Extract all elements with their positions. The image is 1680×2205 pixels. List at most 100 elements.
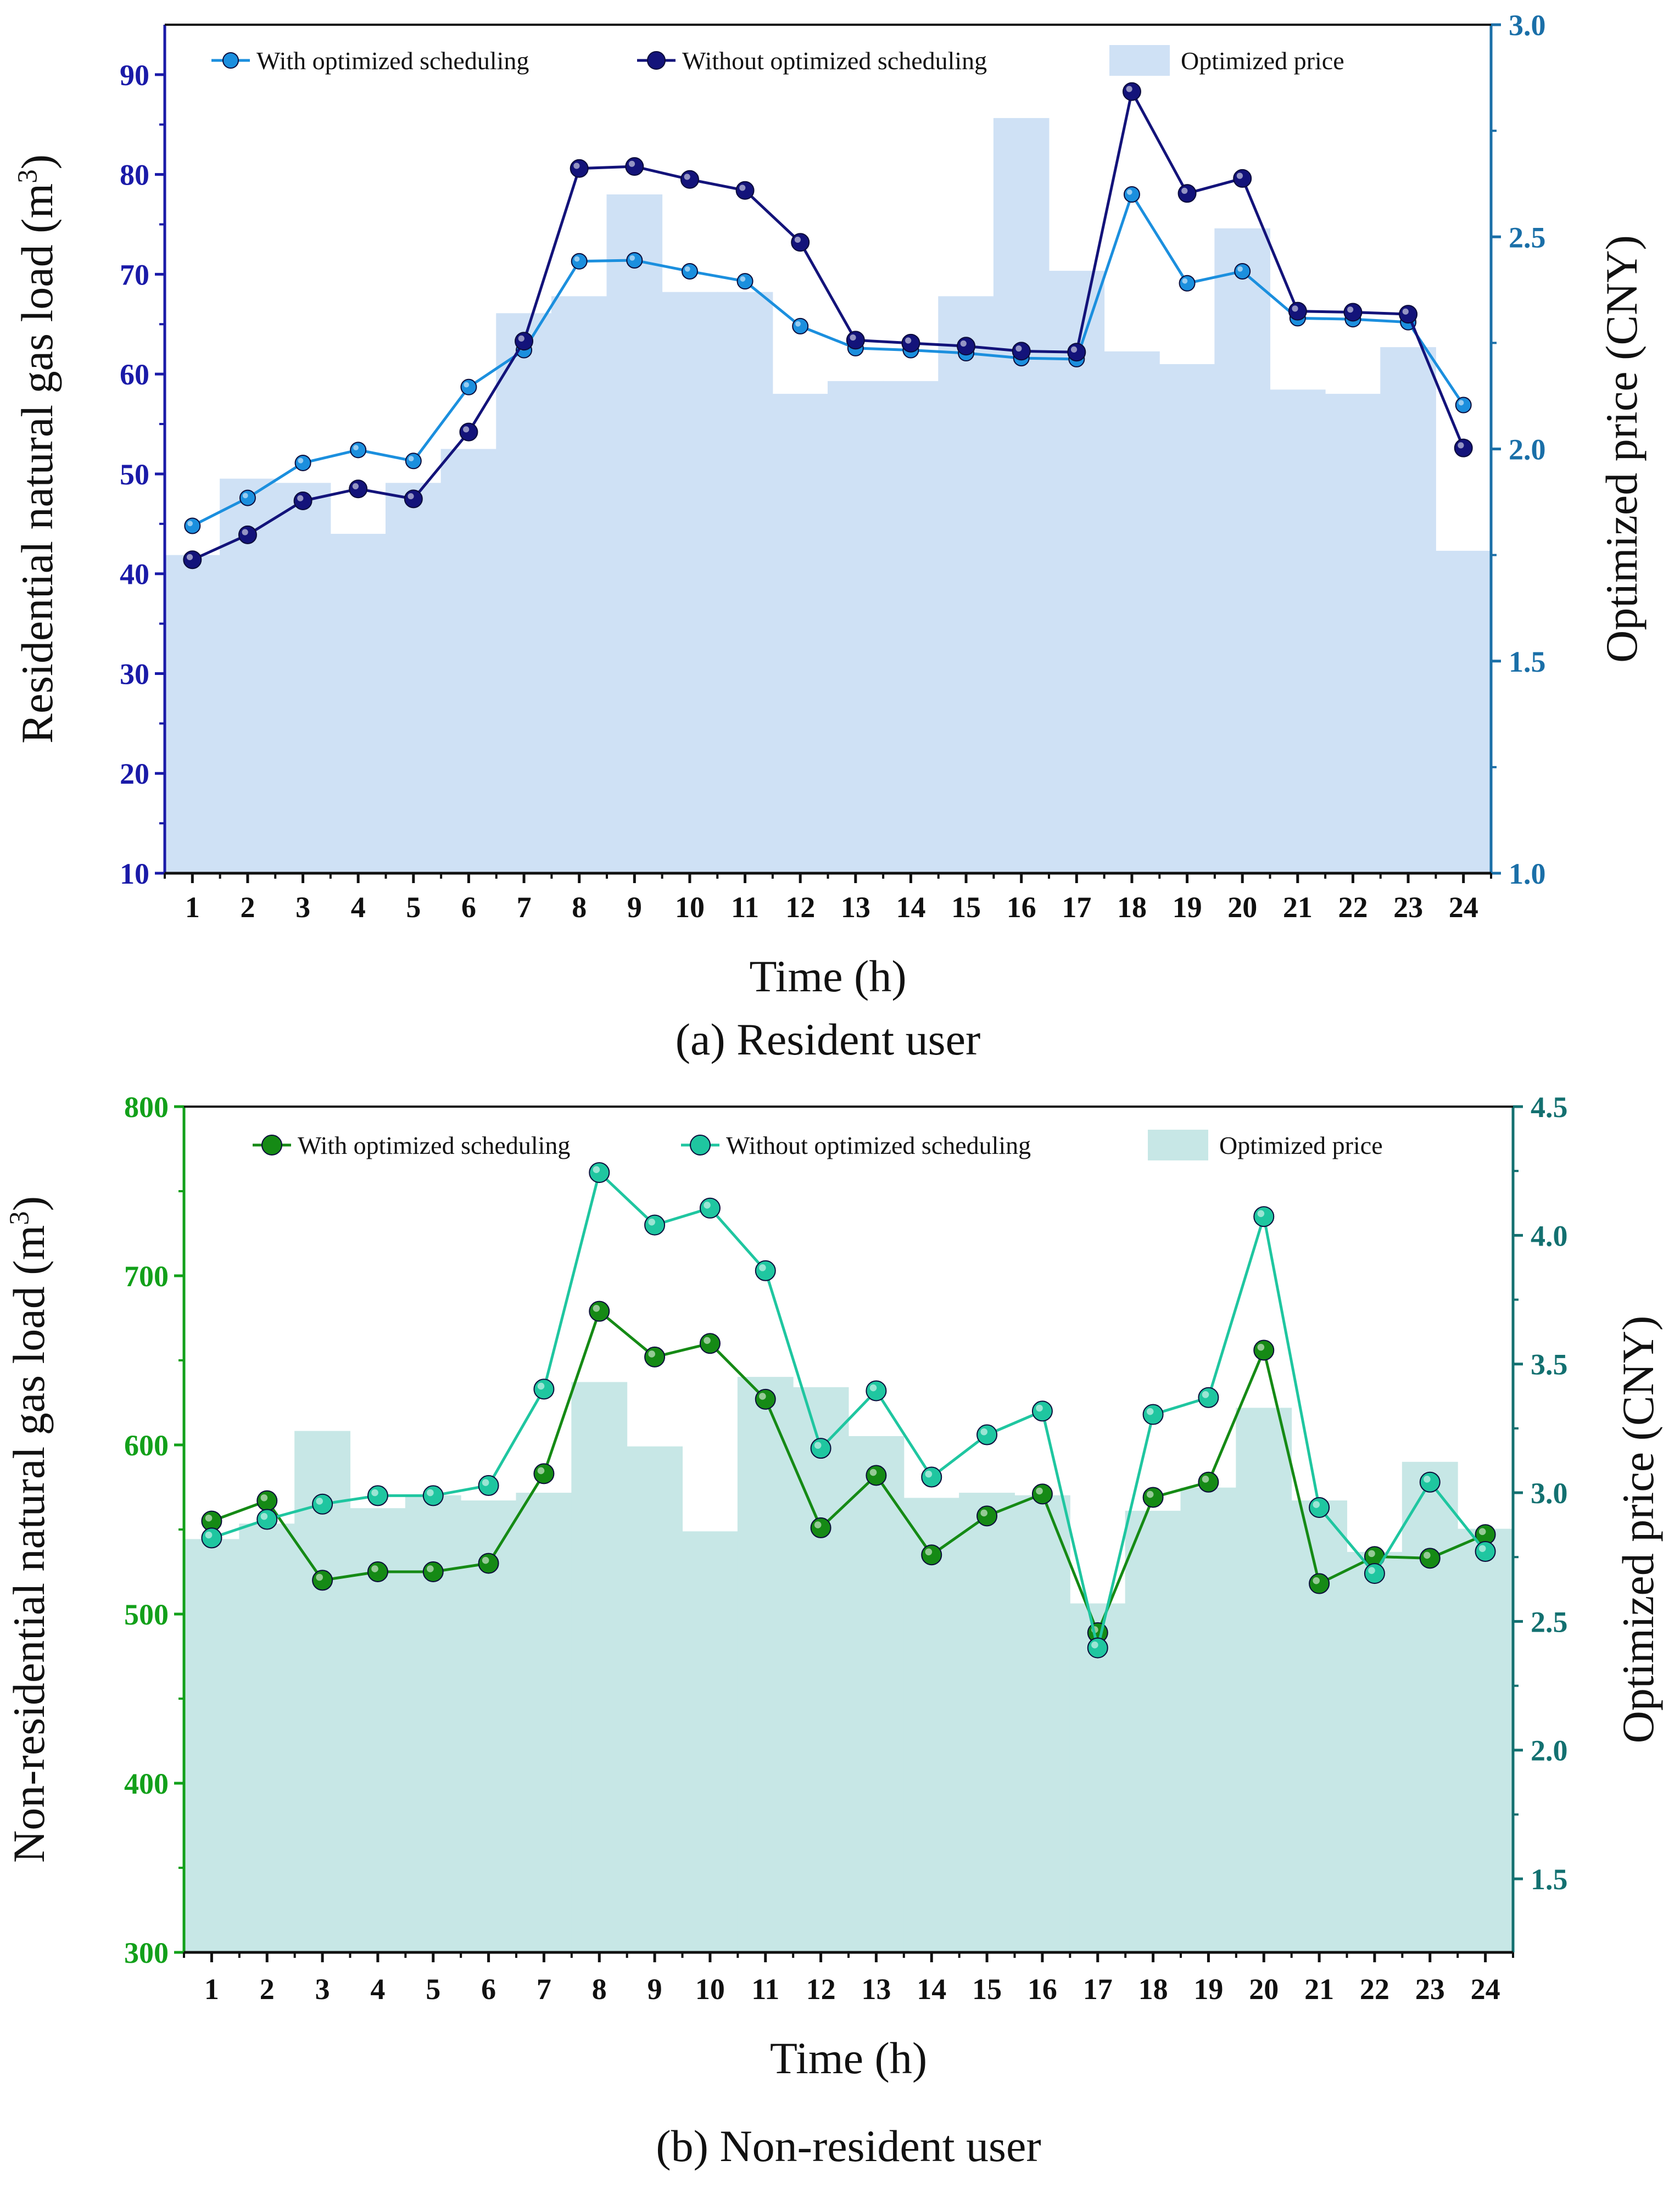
x-tick-label: 19 [1173, 891, 1202, 924]
price-bar [440, 449, 497, 873]
data-point-highlight [427, 1489, 434, 1497]
y-axis-label-close: ) [12, 154, 62, 169]
data-point-highlight [1146, 1491, 1154, 1498]
x-tick-label: 15 [972, 1973, 1002, 2006]
data-point-highlight [869, 1469, 877, 1476]
y-tick-label: 20 [120, 757, 149, 790]
data-point-highlight [316, 1573, 323, 1581]
chart-non-resident-user: 300 400 500 600 700 800 1.5 2.0 2.5 3.0 3.5 4.0 4.5 1… [4, 1091, 1663, 2171]
data-point [478, 1553, 499, 1574]
data-point-highlight [1458, 442, 1464, 449]
data-point [1419, 1471, 1441, 1493]
data-point-highlight [704, 1202, 711, 1209]
data-point [293, 492, 312, 511]
y-tick-label: 40 [120, 558, 149, 591]
y-tick-label: 30 [120, 657, 149, 690]
data-point [1012, 342, 1031, 361]
data-point-highlight [352, 483, 359, 490]
data-point-highlight [1478, 1528, 1486, 1536]
data-point [1142, 1487, 1164, 1508]
legend-label: With optimized scheduling [256, 47, 529, 75]
x-tick-label: 6 [461, 891, 476, 924]
data-point-highlight [980, 1509, 987, 1517]
data-point [350, 442, 367, 459]
data-point [349, 479, 368, 499]
price-bar [1347, 1551, 1403, 1952]
y-tick-label: 60 [120, 358, 149, 391]
data-point-highlight [1458, 400, 1464, 406]
data-point [201, 1527, 222, 1549]
x-tick-label: 12 [785, 891, 815, 924]
data-point-highlight [739, 185, 746, 191]
price-bar [294, 1431, 350, 1952]
data-point [1288, 302, 1307, 321]
data-point [957, 337, 976, 356]
x-tick-label: 17 [1062, 891, 1091, 924]
data-point [589, 1300, 610, 1322]
data-point [626, 252, 643, 269]
data-point [1419, 1548, 1441, 1569]
x-axis-label: Time (h) [749, 951, 906, 1001]
y2-tick-label: 1.5 [1531, 1863, 1568, 1896]
y-axis-label-sup: 3 [12, 169, 43, 183]
data-point [1122, 82, 1141, 101]
data-point-highlight [1347, 306, 1354, 313]
data-point [736, 273, 754, 290]
y-axis-label: Residential natural gas load (m3) [12, 154, 62, 744]
data-point-highlight [242, 529, 248, 535]
legend-label: Without optimized scheduling [726, 1131, 1031, 1159]
x-tick-label: 15 [951, 891, 981, 924]
data-point [846, 331, 865, 350]
price-bar [1014, 1495, 1070, 1952]
data-point [699, 1333, 721, 1354]
data-point [680, 170, 699, 189]
legend: With optimized scheduling Without optimiz… [253, 1130, 1383, 1160]
data-point [1364, 1563, 1385, 1584]
y-axis-label-close: ) [4, 1196, 54, 1211]
data-point [735, 181, 755, 200]
data-point-highlight [353, 445, 359, 451]
data-point-highlight [759, 1264, 766, 1271]
data-point-highlight [242, 493, 248, 499]
y-axis-label-text: Residential natural gas load (m [12, 183, 62, 744]
price-bar [1325, 394, 1381, 873]
legend-price-swatch [1148, 1130, 1208, 1160]
data-point-highlight [408, 493, 414, 500]
data-point-highlight [518, 335, 524, 342]
data-point [1455, 397, 1472, 414]
data-point-highlight [925, 1548, 933, 1556]
data-point-highlight [704, 1337, 711, 1344]
price-bar [1270, 389, 1326, 873]
price-bar [551, 296, 607, 873]
price-bar [772, 394, 828, 873]
data-point-highlight [684, 174, 690, 180]
y-tick-label: 400 [124, 1767, 169, 1800]
price-bar [183, 1539, 240, 1952]
axes: 300 400 500 600 700 800 1.5 2.0 2.5 3.0 3.5 4.0 4.5 1… [124, 1091, 1568, 2006]
x-tick-label: 14 [917, 1973, 946, 2006]
price-bar [828, 381, 884, 873]
data-point-highlight [1091, 1641, 1098, 1649]
data-point [1123, 186, 1140, 203]
price-bar [737, 1377, 794, 1952]
data-point [478, 1475, 499, 1496]
price-bar [239, 1523, 295, 1952]
y-tick-label: 300 [124, 1936, 169, 1969]
data-point [901, 333, 920, 353]
data-point [1253, 1206, 1275, 1227]
price-bar [606, 194, 663, 873]
data-point-highlight [980, 1428, 987, 1436]
data-point [256, 1509, 278, 1530]
legend-label: Without optimized scheduling [682, 47, 987, 75]
x-tick-label: 11 [751, 1973, 779, 2006]
x-tick-label: 12 [806, 1973, 836, 2006]
x-tick-label: 24 [1471, 1973, 1500, 2006]
y2-tick-label: 3.5 [1531, 1348, 1568, 1381]
data-point [1475, 1541, 1496, 1562]
y2-tick-label: 2.5 [1531, 1605, 1568, 1638]
legend-price-swatch [1109, 45, 1170, 76]
price-bar [1435, 550, 1492, 873]
data-point [1234, 263, 1251, 280]
price-bar [496, 313, 552, 873]
